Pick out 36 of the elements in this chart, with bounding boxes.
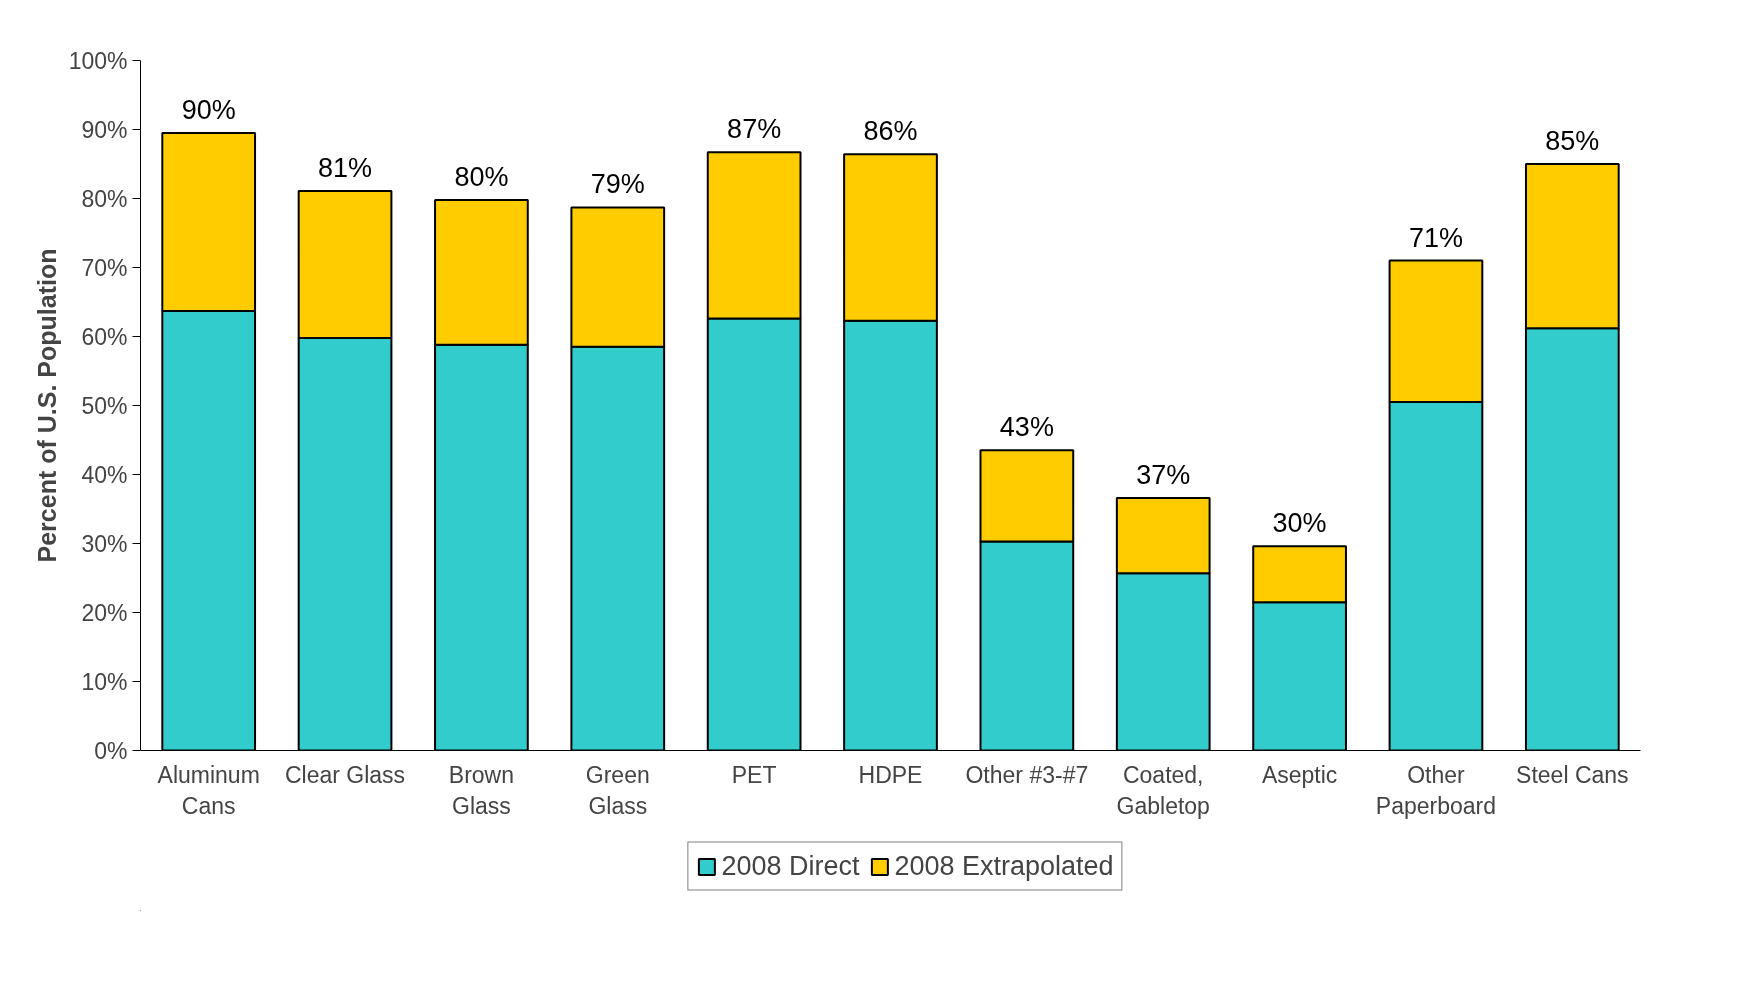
y-tick-label: 100%: [68, 47, 128, 74]
x-tick-label: Clear Glass: [284, 761, 406, 788]
total-label: 86%: [863, 116, 918, 147]
total-label: 90%: [181, 94, 236, 125]
x-tick-label: Green Glass: [585, 761, 650, 819]
x-tick-label: PET: [731, 761, 777, 788]
x-tick-label: Aseptic: [1261, 761, 1338, 788]
y-tick-label: 20%: [81, 599, 128, 626]
x-tick-label: Other Paperboard: [1375, 761, 1497, 819]
y-tick-label: 30%: [81, 530, 128, 557]
x-tick-label: Steel Cans: [1516, 761, 1629, 788]
legend-label: 2008 Extrapolated: [894, 850, 1114, 882]
y-tick-label: 70%: [81, 254, 128, 281]
y-tick-label: 90%: [81, 116, 128, 143]
legend-label: 2008 Direct: [721, 850, 860, 882]
x-tick-label: Aluminum Cans: [157, 761, 260, 819]
y-tick-label: 80%: [81, 185, 128, 212]
x-tick-label: HDPE: [858, 761, 923, 788]
total-label: 37%: [1136, 459, 1191, 490]
y-tick-label: 50%: [81, 392, 128, 419]
y-tick-label: 10%: [81, 668, 128, 695]
x-tick-label: Coated, Gabletop: [1116, 761, 1210, 819]
total-label: 87%: [727, 114, 782, 145]
total-label: 43%: [999, 412, 1054, 443]
x-tick-label: Brown Glass: [448, 761, 515, 819]
total-label: 71%: [1408, 222, 1463, 253]
y-tick-label: 60%: [81, 323, 128, 350]
y-axis-title: Percent of U.S. Population: [32, 248, 61, 563]
total-label: 81%: [318, 152, 373, 183]
total-label: 85%: [1545, 126, 1600, 156]
total-label: 79%: [590, 169, 645, 200]
y-tick-label: 40%: [81, 461, 128, 488]
y-tick-label: 0%: [94, 737, 128, 764]
total-label: 80%: [454, 161, 509, 192]
x-tick-label: Other #3-#7: [965, 761, 1089, 788]
total-label: 30%: [1272, 508, 1327, 539]
